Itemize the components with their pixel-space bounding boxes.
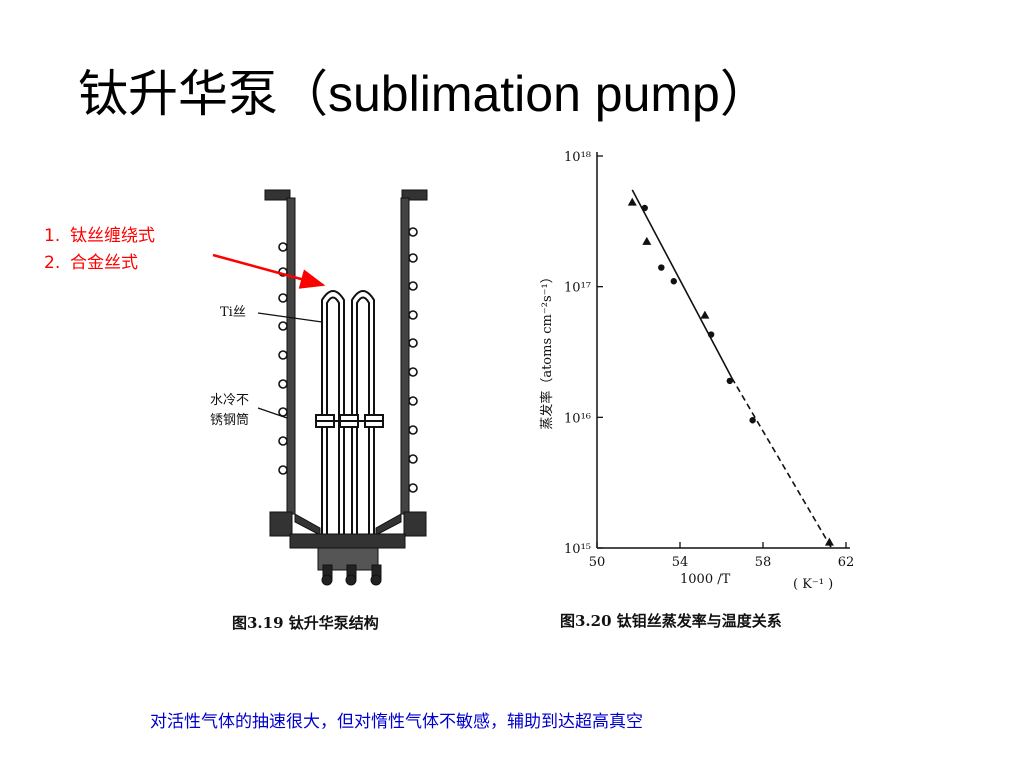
data-point-circle: [749, 417, 756, 424]
x-tick-label: 62: [838, 555, 855, 570]
ti-filaments: [321, 290, 375, 540]
list-item: 2. 合金丝式: [44, 250, 155, 277]
cooling-label-line2: 锈钢筒: [210, 412, 249, 428]
y-tick-label: 10¹⁶: [564, 411, 591, 426]
list-text: 钛丝缠绕式: [70, 226, 155, 246]
data-point-circle: [707, 331, 715, 338]
data-point-triangle: [700, 310, 710, 319]
figure-3-19-caption: 图3.19 钛升华泵结构: [232, 614, 379, 632]
x-tick-label: 50: [589, 555, 606, 570]
data-point-circle: [670, 278, 677, 285]
y-tick-label: 10¹⁷: [564, 281, 591, 296]
x-tick-label: 54: [672, 555, 689, 570]
bottom-flange: [269, 511, 427, 571]
chart-axes: [596, 152, 850, 549]
x-tick-label: 58: [755, 555, 772, 570]
cooling-coil-right: [408, 227, 418, 493]
y-tick-label: 10¹⁵: [564, 542, 591, 557]
red-arrow: [212, 253, 326, 289]
data-point-circle: [658, 264, 665, 271]
filament-clamps: [315, 414, 384, 428]
fit-line-solid: [631, 189, 733, 379]
x-axis-label: 1000 /T: [680, 572, 731, 587]
ti-leader-line: [257, 312, 323, 323]
pump-type-list: 1. 钛丝缠绕式 2. 合金丝式: [44, 223, 155, 277]
cooling-leader-line: [257, 407, 288, 419]
data-point-circle: [641, 204, 648, 212]
ti-wire-label: Ti丝: [220, 305, 246, 320]
cooling-label-line1: 水冷不: [210, 393, 249, 408]
figure-3-20-caption: 图3.20 钛钼丝蒸发率与温度关系: [560, 612, 782, 630]
feedthrough-bolts: [321, 564, 382, 586]
list-number: 1.: [44, 226, 61, 246]
slide-title: 钛升华泵（sublimation pump）: [78, 66, 770, 122]
list-number: 2.: [44, 253, 61, 273]
data-point-triangle: [824, 537, 834, 546]
fit-line-dashed: [731, 377, 833, 549]
data-point-triangle: [642, 236, 652, 245]
data-point-triangle: [627, 197, 637, 206]
list-text: 合金丝式: [70, 253, 138, 273]
x-axis-unit: ( K⁻¹ ): [793, 577, 833, 592]
list-item: 1. 钛丝缠绕式: [44, 223, 155, 250]
y-axis-label: 蒸发率（atoms cm⁻²s⁻¹）: [539, 270, 555, 429]
data-point-circle: [726, 377, 733, 385]
bottom-note: 对活性气体的抽速很大，但对惰性气体不敏感，辅助到达超高真空: [150, 712, 643, 732]
y-tick-label: 10¹⁸: [564, 150, 591, 165]
